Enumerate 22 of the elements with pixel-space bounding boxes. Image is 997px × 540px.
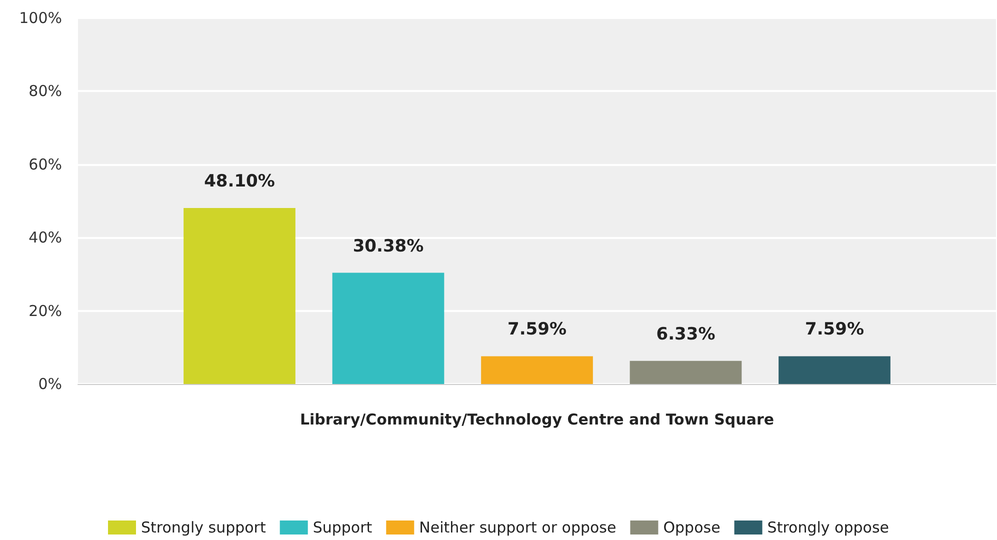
y-tick-label: 40% [28, 228, 62, 247]
bar [184, 208, 296, 384]
legend-label: Oppose [663, 518, 720, 536]
y-tick-label: 60% [28, 155, 62, 174]
data-label: 6.33% [656, 324, 716, 344]
bar [630, 360, 742, 384]
x-tick-label: Library/Community/Technology Centre and Town Square [300, 410, 774, 428]
bar [481, 356, 593, 384]
data-label: 48.10% [204, 171, 275, 192]
bar [332, 272, 444, 384]
data-label: 7.59% [805, 320, 864, 340]
data-label: 30.38% [352, 236, 424, 256]
data-label: 7.59% [508, 320, 566, 340]
legend-label: Strongly oppose [767, 518, 889, 536]
legend-label: Strongly support [141, 518, 266, 536]
y-tick-label: 80% [28, 82, 62, 100]
bar [778, 356, 890, 384]
y-tick-label: 100% [19, 9, 62, 27]
y-tick-label: 0% [38, 375, 62, 393]
legend-label: Neither support or oppose [419, 518, 616, 536]
y-tick-label: 20% [28, 302, 62, 320]
legend-label: Support [312, 518, 372, 536]
